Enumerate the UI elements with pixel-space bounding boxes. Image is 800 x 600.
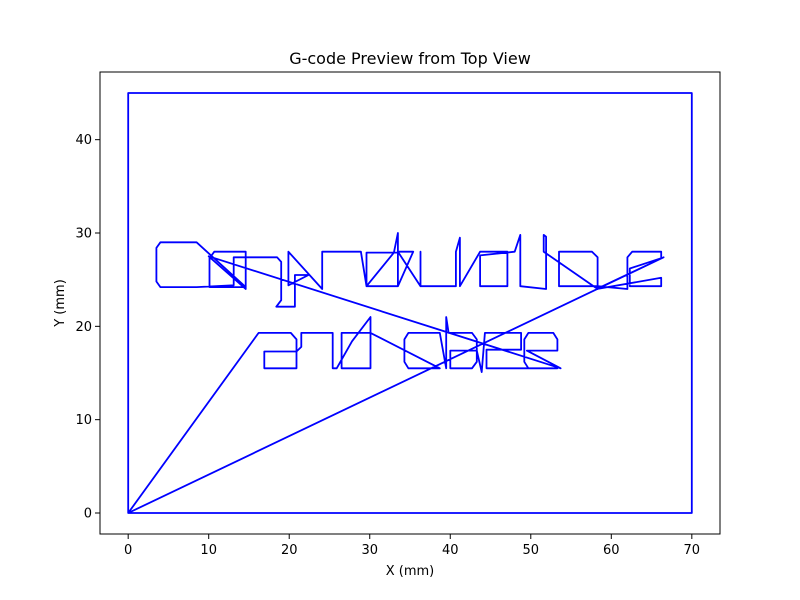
axes-frame [99,71,721,535]
y-tick-label: 0 [84,507,92,522]
toolpath-line-1 [127,92,693,514]
y-tick-label: 20 [75,320,92,335]
x-tick-label: 60 [603,543,620,558]
x-tick-label: 30 [361,543,378,558]
y-tick-label: 10 [75,413,92,428]
x-tick-label: 20 [281,543,298,558]
x-tick-label: 0 [124,543,132,558]
x-axis: 0 10 20 30 40 50 60 70 [124,534,700,558]
x-axis-title: X (mm) [386,564,435,579]
x-tick-label: 40 [442,543,459,558]
x-tick-label: 50 [523,543,540,558]
y-tick-label: 30 [75,227,92,242]
chart-title: G-code Preview from Top View [289,49,531,68]
x-tick-label: 70 [684,543,701,558]
y-axis-title: Y (mm) [53,279,68,328]
y-tick-label: 40 [75,133,92,148]
x-tick-label: 10 [200,543,217,558]
plot-area [127,92,693,514]
y-axis: 0 10 20 30 40 [75,133,100,522]
